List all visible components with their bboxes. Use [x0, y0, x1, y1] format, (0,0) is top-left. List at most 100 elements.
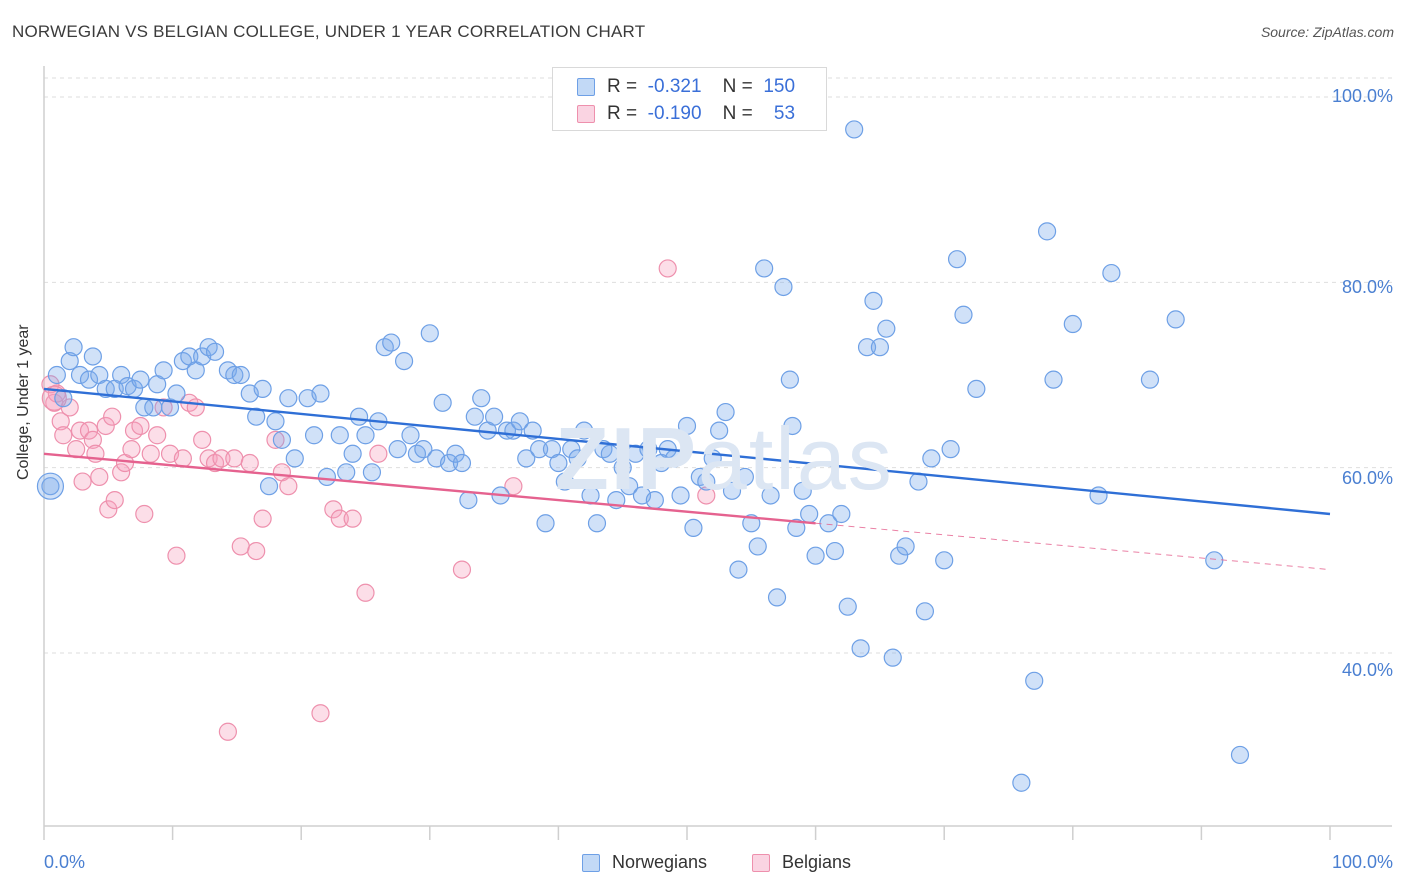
norwegians-point-large [36, 472, 65, 500]
norwegians-point [144, 398, 163, 417]
norwegians-point [60, 352, 79, 371]
norwegians-point [1102, 263, 1121, 283]
belgians-point [83, 430, 102, 449]
norwegians-point [613, 458, 632, 477]
belgians-point [504, 477, 523, 496]
norwegians-point [697, 472, 716, 491]
norwegians-point [587, 514, 607, 533]
belgians-trend-line [43, 452, 816, 525]
belgians-point [247, 541, 266, 561]
norwegians-point [748, 537, 767, 556]
norwegians-point [362, 463, 382, 482]
norwegians-point [433, 393, 452, 412]
axis-layer [43, 66, 1392, 840]
source-label: Source: ZipAtlas.com [1260, 24, 1394, 40]
x-tick-label-0: 0.0% [44, 852, 86, 872]
norwegians-point [568, 449, 587, 468]
belgians-point [154, 398, 173, 417]
norwegians-point [343, 444, 362, 463]
y-axis-label: College, Under 1 year [15, 324, 32, 480]
belgians-point [51, 412, 70, 431]
norwegians-point [838, 597, 857, 616]
belgians-point [173, 449, 192, 468]
norwegians-point [279, 389, 298, 408]
norwegians-point [967, 379, 986, 398]
norwegians-point [382, 333, 401, 352]
belgians-point [167, 546, 186, 565]
norwegians-point [1230, 745, 1250, 765]
norwegians-point [710, 421, 729, 440]
norwegians-point [64, 338, 83, 357]
norwegians-point [517, 449, 536, 468]
norwegians-point [337, 463, 356, 482]
norwegians-point [883, 648, 902, 667]
norwegians-point [1063, 314, 1082, 334]
belgians-point [112, 463, 131, 482]
norwegians-point [79, 370, 99, 389]
belgians-point [452, 560, 472, 579]
belgians-point [54, 426, 73, 445]
belgians-point [148, 426, 167, 445]
norwegians-point [761, 486, 780, 505]
belgians-points [41, 259, 716, 741]
norwegians-point [864, 291, 883, 310]
belgians-point [90, 467, 109, 487]
belgians-point [105, 491, 124, 510]
norwegians-point [555, 472, 574, 491]
norwegians-point [446, 444, 465, 463]
grid-layer [44, 77, 1392, 654]
belgians-point [240, 453, 259, 473]
norwegians-point [729, 560, 748, 579]
norwegians-point [472, 389, 491, 408]
belgians-point [343, 509, 362, 528]
belgians-point [311, 704, 330, 723]
belgians-point [324, 500, 343, 519]
norwegians-point [259, 477, 279, 496]
norwegians-point [575, 421, 594, 440]
norwegians-point [485, 407, 504, 426]
norwegians-point [870, 338, 890, 357]
pink-swatch [577, 105, 595, 123]
y-tick-label-60: 60.0% [1341, 468, 1393, 488]
legend-item-belgians[interactable]: Belgians [752, 852, 851, 873]
norwegians-point [285, 449, 304, 468]
norwegians-point [825, 541, 844, 561]
norwegians-point [947, 250, 967, 269]
belgians-point [135, 504, 154, 524]
belgians-point [131, 416, 150, 436]
norwegians-point [716, 402, 735, 422]
belgians-point [103, 407, 122, 426]
belgians-point [122, 440, 141, 459]
norwegians-point [131, 370, 150, 389]
norwegians-point [922, 449, 941, 468]
norwegians-point [266, 412, 285, 431]
chart-title: NORWEGIAN VS BELGIAN COLLEGE, UNDER 1 YE… [12, 22, 646, 41]
belgians-point [99, 500, 118, 519]
norwegians-point [414, 440, 433, 459]
y-tick-label-100: 100.0% [1331, 86, 1393, 106]
norwegians-point [1012, 773, 1031, 792]
norwegians-point [231, 365, 250, 385]
norwegians-point [793, 481, 812, 500]
norwegians-point [1044, 370, 1063, 389]
norwegians-point [787, 518, 806, 538]
norwegians-point [247, 407, 266, 426]
norwegians-point [620, 477, 639, 496]
belgians-point [193, 430, 212, 449]
norwegians-point [1166, 310, 1185, 329]
norwegians-point [47, 365, 66, 385]
norwegians-point [536, 514, 555, 533]
norwegians-point [70, 365, 90, 385]
norwegians-point [1037, 222, 1057, 241]
belgians-point [96, 416, 115, 436]
series-legend: Norwegians Belgians [0, 852, 1406, 876]
norwegians-point [755, 259, 774, 278]
y-tick-label-80: 80.0% [1341, 277, 1393, 297]
belgians-trend-extension [815, 522, 1331, 571]
norwegians-point [935, 551, 954, 570]
belgians-point [330, 509, 349, 528]
legend-item-norwegians[interactable]: Norwegians [582, 852, 707, 873]
norwegians-point [420, 324, 439, 343]
legend-r-value: -0.190 [647, 103, 702, 124]
norwegians-point [684, 518, 703, 538]
